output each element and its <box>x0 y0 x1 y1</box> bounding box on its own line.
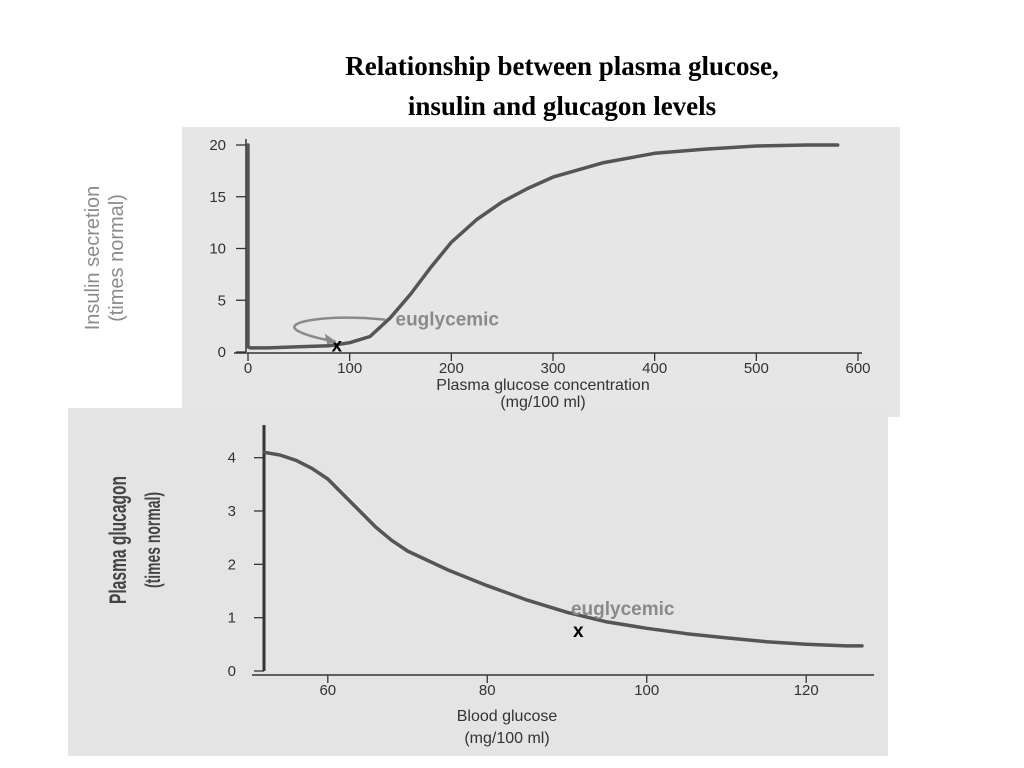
glucagon-y-tick-label-4: 4 <box>228 450 236 467</box>
insulin-euglycemic-label: euglycemic <box>396 310 500 331</box>
insulin-x-tick-label-1: 100 <box>337 360 362 377</box>
glucagon-x-tick-label-2: 100 <box>634 682 659 699</box>
insulin-euglycemic-arrowhead <box>324 333 337 345</box>
glucagon-x-axis-title: Blood glucose <box>457 708 558 725</box>
slide-title-line-1: Relationship between plasma glucose, <box>345 51 779 81</box>
insulin-euglycemic-marker: x <box>332 336 343 357</box>
insulin-x-axis-title: Plasma glucose concentration <box>436 377 649 394</box>
glucagon-y-tick-label-2: 2 <box>228 556 236 573</box>
insulin-x-tick-label-2: 200 <box>439 360 464 377</box>
insulin-y-tick-label-2: 10 <box>209 241 226 258</box>
insulin-x-tick-label-0: 0 <box>244 360 252 377</box>
insulin-x-axis-units: (mg/100 ml) <box>500 394 585 411</box>
insulin-x-tick-label-4: 400 <box>642 360 667 377</box>
glucagon-x-tick-label-1: 80 <box>479 682 496 699</box>
glucagon-euglycemic-marker: x <box>573 621 584 642</box>
insulin-y-tick-label-0: 0 <box>218 344 226 361</box>
glucagon-x-axis-units: (mg/100 ml) <box>464 730 549 747</box>
insulin-y-tick-label-4: 20 <box>209 137 226 154</box>
glucagon-y-tick-label-0: 0 <box>228 663 236 680</box>
insulin-x-tick-label-5: 500 <box>744 360 769 377</box>
glucagon-y-tick-label-1: 1 <box>228 610 236 627</box>
glucagon-y-axis-title: Plasma glucagon <box>106 476 132 604</box>
insulin-x-tick-label-3: 300 <box>540 360 565 377</box>
insulin-y-tick-label-3: 15 <box>209 189 226 206</box>
glucagon-x-tick-label-0: 60 <box>319 682 336 699</box>
slide-title-line-2: insulin and glucagon levels <box>407 91 717 121</box>
slide-title: Relationship between plasma glucose, ins… <box>200 46 924 126</box>
insulin-series-line <box>246 143 840 350</box>
glucagon-y-axis-units: (times normal) <box>141 492 165 588</box>
insulin-y-tick-label-1: 5 <box>218 292 226 309</box>
insulin-x-tick-label-6: 600 <box>845 360 870 377</box>
glucagon-euglycemic-label: euglycemic <box>571 599 675 620</box>
glucagon-x-tick-label-3: 120 <box>794 682 819 699</box>
insulin-euglycemic-arrow <box>293 316 386 343</box>
glucagon-y-tick-label-3: 3 <box>228 503 236 520</box>
insulin-chart-scan-panel <box>182 127 900 417</box>
glucagon-series-line <box>262 450 864 648</box>
